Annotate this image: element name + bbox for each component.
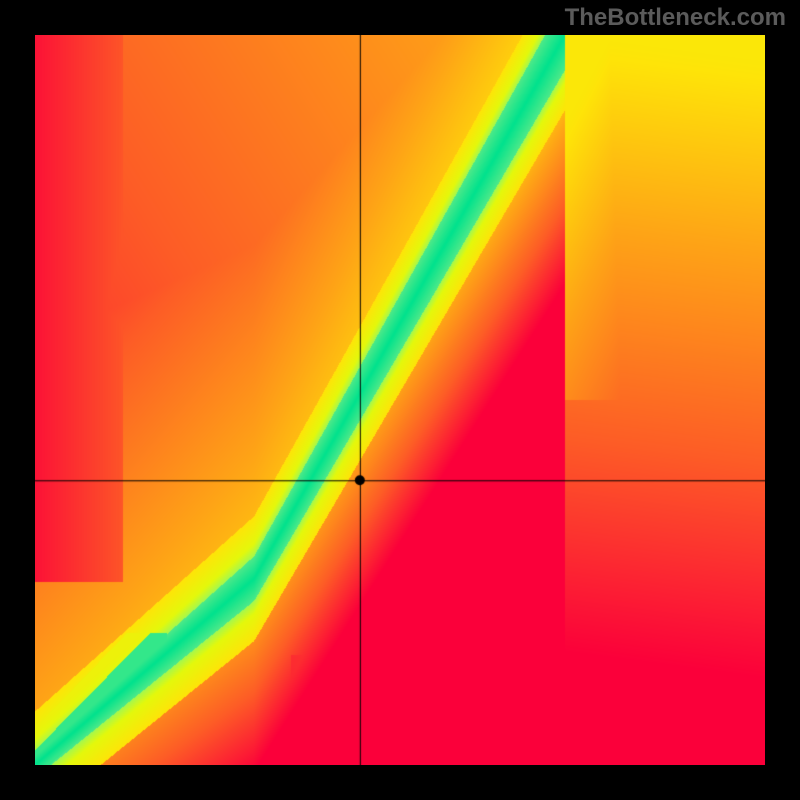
bottleneck-heatmap — [35, 35, 765, 765]
chart-container: TheBottleneck.com — [0, 0, 800, 800]
watermark-text: TheBottleneck.com — [565, 4, 786, 32]
